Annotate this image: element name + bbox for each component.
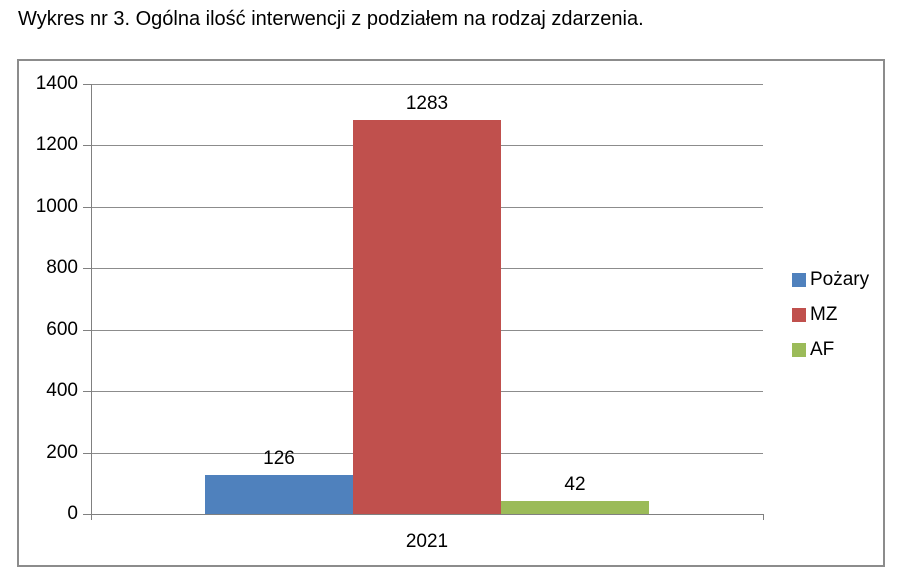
- legend-entry-pożary: Pożary: [792, 269, 870, 290]
- x-axis-category-label: 2021: [405, 531, 449, 552]
- legend-entry-af: AF: [792, 339, 869, 360]
- legend-label: Pożary: [810, 269, 870, 290]
- chart-frame: [17, 59, 885, 567]
- chart-legend: Pożary MZ AF: [792, 269, 870, 375]
- legend-swatch-icon: [792, 308, 806, 322]
- chart-caption: Wykres nr 3. Ogólna ilość interwencji z …: [18, 8, 644, 30]
- legend-swatch-icon: [792, 273, 806, 287]
- legend-label: MZ: [810, 304, 838, 325]
- legend-entry-mz: MZ: [792, 304, 869, 325]
- legend-label: AF: [810, 339, 835, 360]
- legend-swatch-icon: [792, 343, 806, 357]
